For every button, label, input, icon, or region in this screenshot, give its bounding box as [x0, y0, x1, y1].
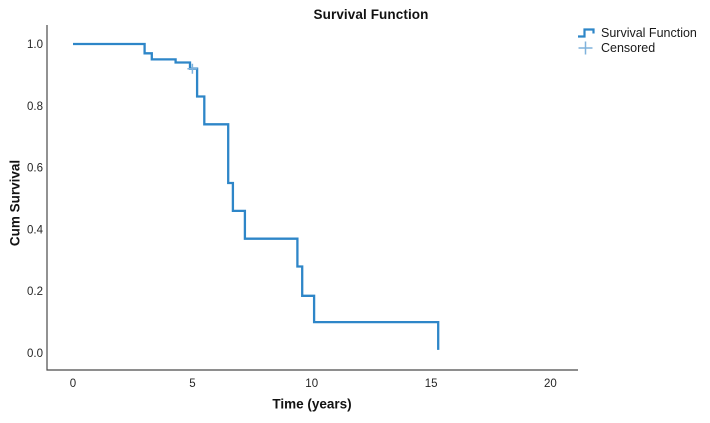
- y-tick-label: 0.2: [27, 286, 43, 298]
- y-tick-label: 0.6: [27, 163, 43, 175]
- legend: Survival Function Censored: [577, 25, 710, 55]
- x-tick-label: 10: [305, 378, 318, 390]
- legend-label-survival-function: Survival Function: [601, 25, 697, 40]
- x-tick-label: 5: [189, 378, 195, 390]
- y-tick-label: 1.0: [27, 39, 43, 51]
- chart-title: Survival Function: [313, 7, 429, 22]
- x-tick-label: 15: [425, 378, 438, 390]
- y-tick-label: 0.0: [27, 348, 43, 360]
- legend-item-survival-function: Survival Function: [577, 25, 710, 40]
- x-axis-title: Time (years): [272, 396, 352, 412]
- censored-marker: [187, 63, 198, 74]
- step-line-icon: [578, 27, 595, 38]
- y-tick-label: 0.4: [27, 224, 44, 236]
- legend-item-censored: Censored: [577, 40, 710, 55]
- x-tick-label: 20: [544, 378, 557, 390]
- survival-curve: [73, 42, 440, 350]
- y-axis-title: Cum Survival: [7, 159, 23, 247]
- legend-label-censored: Censored: [601, 40, 656, 55]
- axis-lines: [46, 25, 578, 371]
- plus-icon: [578, 41, 593, 54]
- y-tick-label: 0.8: [27, 101, 43, 113]
- x-tick-label: 0: [70, 378, 76, 390]
